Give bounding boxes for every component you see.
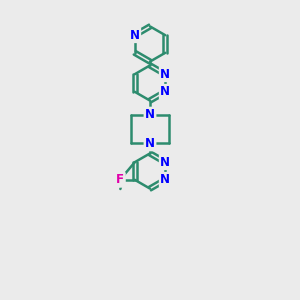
Text: N: N <box>160 156 170 169</box>
Text: N: N <box>160 68 170 81</box>
Text: N: N <box>160 173 170 186</box>
Text: N: N <box>160 85 170 98</box>
Text: N: N <box>130 29 140 42</box>
Text: N: N <box>145 108 155 121</box>
Text: F: F <box>116 173 124 186</box>
Text: N: N <box>145 137 155 150</box>
